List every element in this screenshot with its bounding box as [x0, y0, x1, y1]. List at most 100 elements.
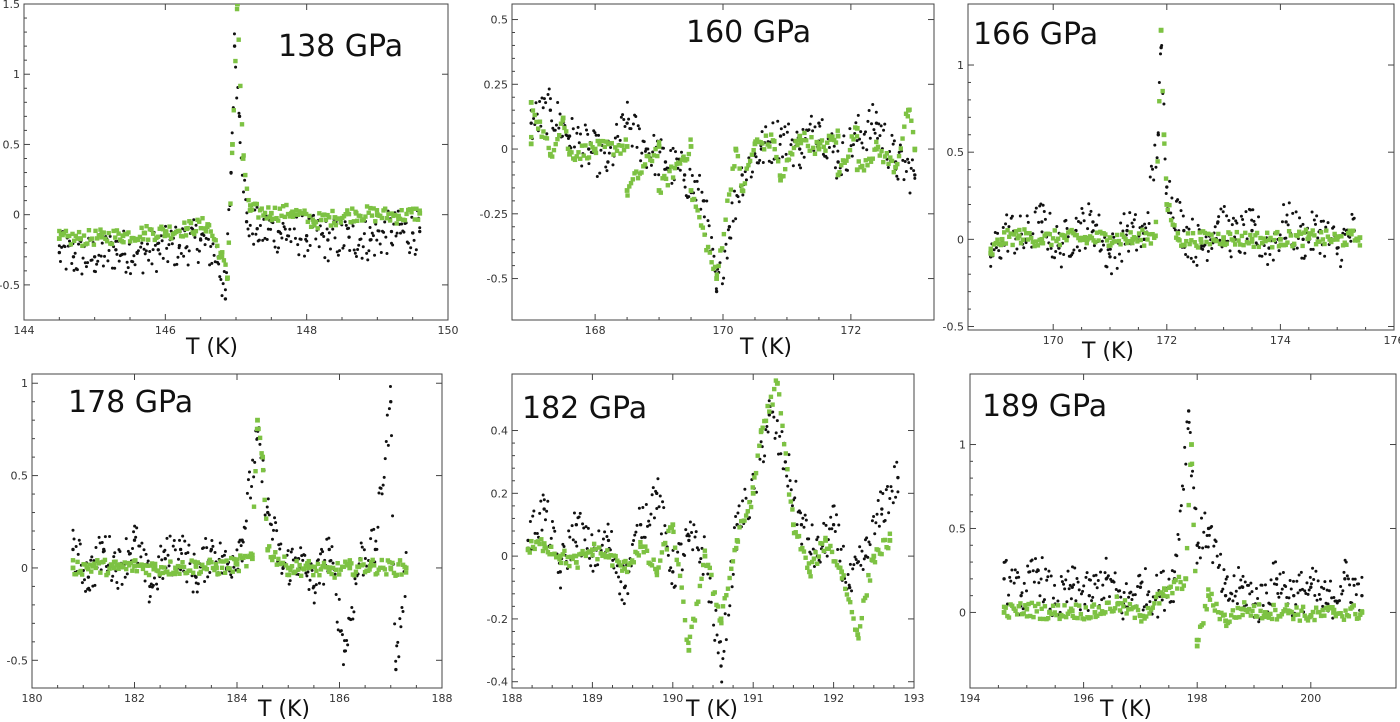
green-data-point	[1026, 601, 1031, 607]
green-data-point	[111, 228, 116, 234]
black-data-point	[1076, 220, 1080, 224]
green-data-point	[1294, 605, 1299, 610]
black-data-point	[120, 582, 124, 586]
green-data-point	[1034, 609, 1039, 614]
green-data-point	[866, 572, 871, 578]
black-data-point	[1289, 587, 1293, 591]
green-data-point	[895, 161, 900, 167]
black-data-point	[80, 272, 84, 276]
black-data-point	[712, 623, 716, 627]
black-data-point	[92, 559, 96, 563]
green-data-point	[294, 207, 299, 213]
x-axis-label: T (K)	[1099, 697, 1152, 722]
green-data-point	[1224, 241, 1229, 246]
green-data-point	[1246, 241, 1251, 246]
green-data-point	[1291, 241, 1297, 247]
black-data-point	[1080, 207, 1084, 211]
green-data-point	[1041, 616, 1046, 622]
black-data-point	[246, 227, 250, 231]
black-data-point	[357, 243, 361, 247]
black-data-point	[220, 294, 224, 298]
black-data-point	[1039, 577, 1043, 581]
black-data-point	[880, 507, 884, 511]
green-data-point	[302, 208, 307, 213]
black-data-point	[1275, 577, 1279, 581]
black-data-point	[266, 497, 270, 501]
green-data-point	[1023, 230, 1029, 236]
black-data-point	[765, 425, 769, 429]
black-data-point	[1022, 581, 1026, 585]
green-data-point	[152, 561, 158, 567]
green-data-point	[329, 571, 334, 577]
green-data-point	[618, 151, 623, 156]
green-data-point	[79, 572, 85, 577]
black-data-point	[111, 574, 115, 578]
black-data-point	[1249, 581, 1253, 585]
black-data-point	[1213, 225, 1217, 229]
black-data-point	[139, 245, 143, 249]
green-data-point	[1081, 237, 1086, 243]
black-data-point	[894, 495, 898, 499]
black-data-point	[848, 562, 852, 566]
green-data-point	[601, 552, 607, 557]
green-data-point	[1140, 227, 1145, 233]
green-data-point	[1207, 241, 1213, 247]
green-data-point	[1013, 229, 1019, 234]
black-data-point	[767, 159, 771, 163]
x-tick-label: 174	[1270, 334, 1291, 347]
green-data-point	[747, 158, 753, 164]
green-data-point	[1039, 606, 1044, 611]
black-data-point	[205, 546, 209, 550]
black-data-point	[341, 663, 345, 667]
green-data-point	[1239, 233, 1245, 239]
green-data-point	[1116, 238, 1122, 244]
green-data-point	[262, 497, 267, 503]
black-data-point	[1238, 250, 1242, 254]
green-data-point	[1036, 601, 1041, 607]
black-data-point	[394, 234, 398, 238]
black-data-point	[304, 234, 309, 238]
black-data-point	[158, 252, 162, 256]
black-data-point	[663, 524, 667, 528]
black-data-point	[410, 231, 415, 235]
black-data-point	[223, 288, 227, 292]
x-tick-label: 172	[1156, 334, 1177, 347]
green-data-point	[1050, 603, 1056, 609]
black-data-point	[1088, 578, 1092, 582]
black-data-point	[825, 156, 829, 160]
green-data-point	[797, 133, 803, 139]
black-data-point	[172, 539, 176, 543]
black-data-point	[827, 146, 831, 150]
x-tick-label: 184	[227, 692, 248, 705]
black-data-point	[1235, 221, 1239, 225]
green-data-point	[219, 254, 225, 260]
green-data-point	[1306, 235, 1312, 241]
black-data-point	[397, 655, 401, 659]
black-data-point	[159, 544, 163, 548]
green-series	[56, 4, 423, 282]
black-data-point	[656, 477, 660, 481]
black-data-point	[1241, 574, 1245, 578]
green-data-point	[874, 146, 879, 152]
green-data-point	[814, 139, 819, 145]
black-data-point	[1182, 228, 1186, 233]
black-data-point	[736, 511, 740, 515]
green-data-point	[1114, 594, 1120, 599]
black-data-point	[1276, 592, 1280, 596]
green-data-point	[573, 553, 579, 559]
green-data-point	[649, 158, 655, 164]
black-data-point	[336, 628, 340, 632]
black-data-point	[1228, 249, 1232, 253]
black-data-point	[740, 173, 744, 177]
green-data-point	[336, 572, 342, 577]
black-data-point	[326, 238, 330, 242]
black-data-point	[993, 230, 997, 234]
black-data-point	[853, 555, 857, 559]
green-data-point	[656, 565, 661, 570]
green-data-point	[1183, 576, 1189, 582]
black-data-point	[1089, 209, 1093, 213]
black-data-point	[1335, 252, 1339, 256]
black-data-point	[363, 556, 367, 560]
green-data-point	[613, 553, 618, 559]
black-data-point	[418, 226, 422, 230]
